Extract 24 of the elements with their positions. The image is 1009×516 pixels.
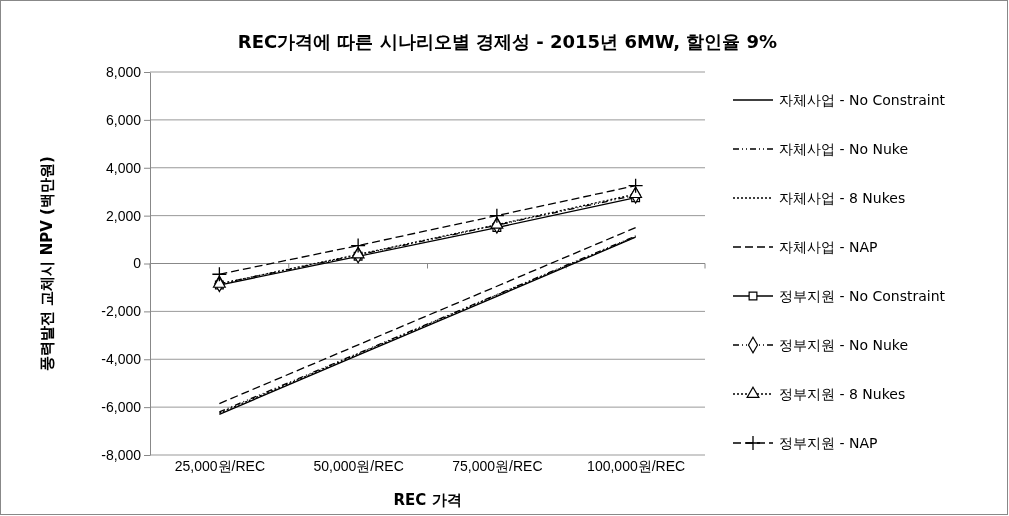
y-tick-label: -4,000 xyxy=(101,351,142,368)
legend-label: 정부지원 - No Nuke xyxy=(779,337,909,353)
x-axis-title: REC 가격 xyxy=(393,491,462,509)
y-tick-label: 4,000 xyxy=(105,159,142,176)
y-tick-label: 0 xyxy=(133,255,142,272)
y-tick-label: -6,000 xyxy=(101,399,142,416)
legend-label: 자체사업 - 8 Nukes xyxy=(779,190,906,206)
x-tick-label: 25,000원/REC xyxy=(174,457,266,474)
y-tick-label: 6,000 xyxy=(105,111,142,128)
legend-label: 정부지원 - NAP xyxy=(779,435,878,451)
chart-title: REC가격에 따른 시나리오별 경제성 - 2015년 6MW, 할인율 9% xyxy=(237,31,778,52)
legend-label: 자체사업 - No Nuke xyxy=(779,141,909,157)
y-axis-title: 풍력발전 교체시 NPV (백만원) xyxy=(38,156,56,371)
y-tick-label: 2,000 xyxy=(105,207,142,224)
legend-label: 정부지원 - 8 Nukes xyxy=(779,386,906,402)
y-tick-label: -8,000 xyxy=(101,446,142,463)
legend-label: 정부지원 - No Constraint xyxy=(779,288,946,304)
x-tick-label: 100,000원/REC xyxy=(587,457,686,474)
x-tick-label: 50,000원/REC xyxy=(313,457,404,474)
legend-label: 자체사업 - No Constraint xyxy=(779,92,946,108)
y-tick-label: 8,000 xyxy=(105,63,142,80)
y-tick-label: -2,000 xyxy=(101,303,142,320)
x-tick-label: 75,000원/REC xyxy=(452,457,543,474)
legend-label: 자체사업 - NAP xyxy=(779,239,878,255)
